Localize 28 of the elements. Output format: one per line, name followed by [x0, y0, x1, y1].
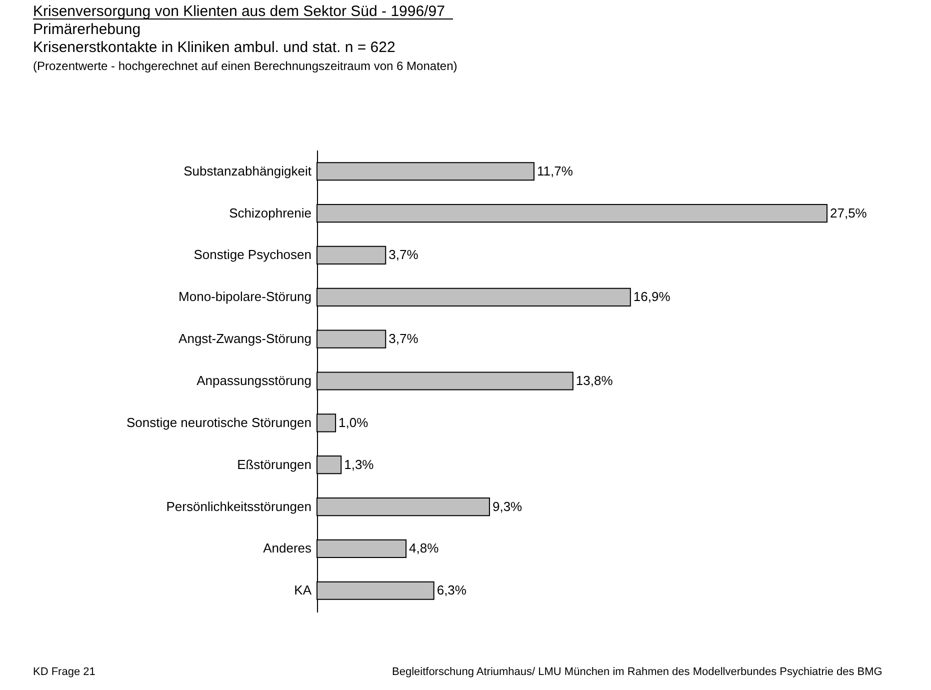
data-label: 13,8% [576, 373, 614, 388]
data-label: 11,7% [536, 163, 574, 178]
data-label: 6,3% [436, 582, 467, 598]
data-label: 1,3% [344, 456, 374, 472]
data-label: 3,7% [388, 331, 419, 346]
data-label: 1,0% [338, 414, 369, 430]
y-tick-label: Mono-bipolare-Störung [178, 289, 312, 304]
y-tick-label: Sonstige neurotische Störungen [126, 414, 312, 430]
y-tick-label: Substanzabhängigkeit [184, 163, 312, 178]
data-label: 9,3% [492, 498, 523, 514]
y-tick-label: Anpassungsstörung [196, 373, 312, 388]
text: Begleitforschung Atriumhaus/ LMU München im Rahmen des Modellverbundes Psychiatrie des BMG [392, 666, 882, 678]
chart-title: Krisenversorgung von Klienten aus dem Sektor Süd - 1996/97 [33, 3, 445, 20]
text: Primärerhebung [33, 21, 141, 38]
y-tick-label: Persönlichkeitsstörungen [166, 498, 312, 514]
data-label: 27,5% [830, 205, 868, 220]
text: KD Frage 21 [33, 666, 96, 678]
y-tick-label: Sonstige Psychosen [194, 247, 312, 262]
y-tick-label: Schizophrenie [229, 205, 312, 220]
data-label: 3,7% [388, 247, 419, 262]
y-tick-label: Angst-Zwangs-Störung [178, 331, 312, 346]
text: Krisenerstkontakte in Kliniken ambul. und stat. n = 622 [33, 39, 396, 56]
text: (Prozentwerte - hochgerechnet auf einen Berechnungszeitraum von 6 Monaten) [33, 59, 458, 73]
y-tick-label: Anderes [263, 540, 312, 556]
y-tick-label: Eßstörungen [237, 456, 312, 472]
data-label: 4,8% [409, 540, 440, 556]
data-label: 16,9% [633, 289, 671, 304]
y-tick-label: KA [294, 582, 312, 598]
